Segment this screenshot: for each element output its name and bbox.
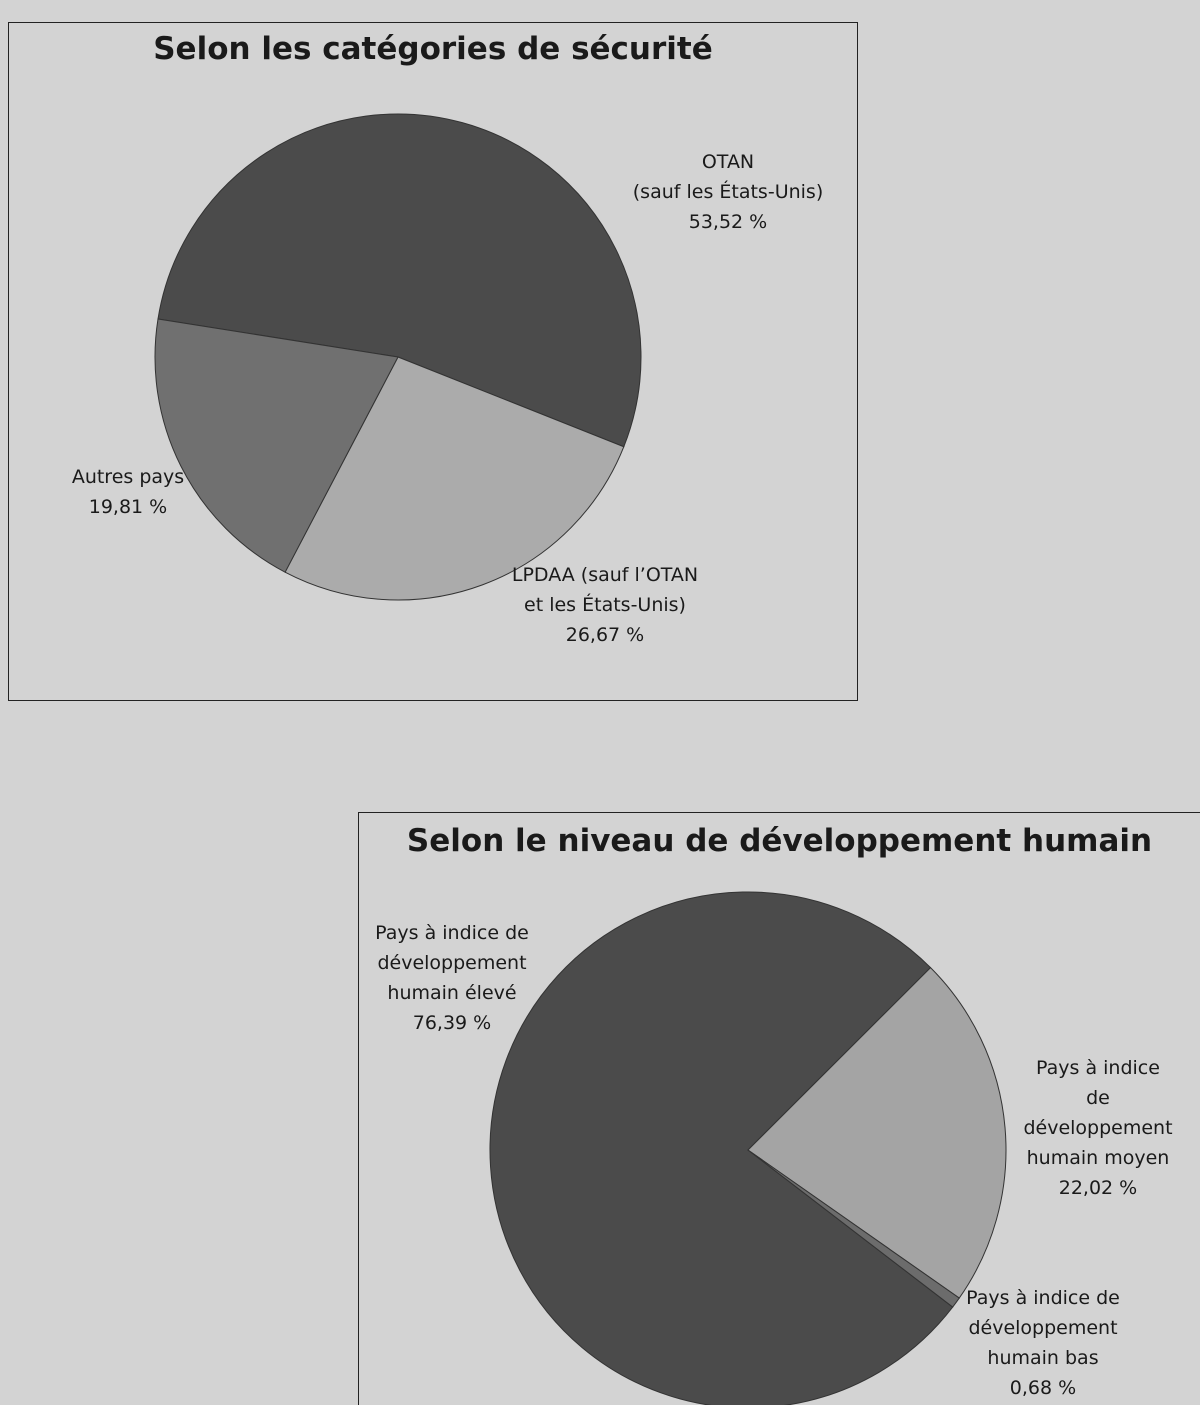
chart-title: Selon les catégories de sécurité xyxy=(153,31,713,67)
chart-frame: Selon les catégories de sécurité xyxy=(8,22,858,701)
chart-frame: Selon le niveau de développement humain xyxy=(358,812,1200,1405)
slice-value: 53,52 % xyxy=(688,211,768,233)
slice-value: 19,81 % xyxy=(88,496,168,518)
pie-slice xyxy=(489,891,954,1405)
slice-value: 22,02 % xyxy=(1058,1177,1138,1199)
slice-label: Pays à indice de développement humain él… xyxy=(375,922,529,1004)
pie-slice xyxy=(284,356,625,601)
slice-label: Pays à indice de développement humain ba… xyxy=(966,1287,1120,1369)
pie-slice xyxy=(747,966,1007,1299)
pie-slice xyxy=(747,1149,960,1308)
slice-value: 0,68 % xyxy=(1009,1377,1077,1399)
slice-value: 76,39 % xyxy=(412,1012,492,1034)
slice-label: LPDAA (sauf l’OTAN et les États-Unis) xyxy=(511,564,699,616)
pie-slice xyxy=(154,318,399,573)
slice-label: OTAN (sauf les États-Unis) xyxy=(632,151,824,203)
chart-title: Selon le niveau de développement humain xyxy=(406,823,1153,859)
slice-label: Autres pays xyxy=(71,466,185,488)
slice-value: 26,67 % xyxy=(565,624,645,646)
pie-slice xyxy=(157,113,642,448)
slice-label: Pays à indice de développement humain mo… xyxy=(1023,1057,1173,1169)
